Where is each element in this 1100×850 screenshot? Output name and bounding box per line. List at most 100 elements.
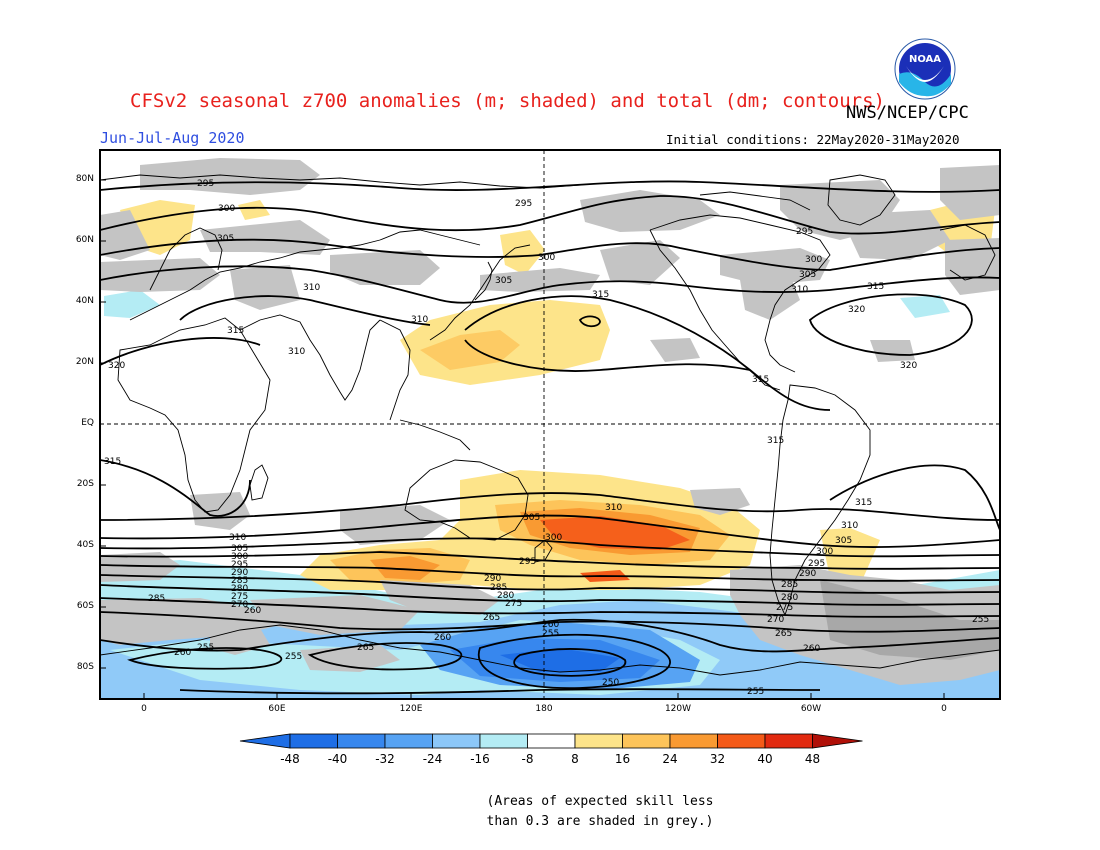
lon-label: 60E — [268, 704, 286, 714]
initial-conditions: Initial conditions: 22May2020-31May2020 — [666, 132, 960, 147]
contour-label: 280 — [497, 591, 514, 601]
organization-label: NWS/NCEP/CPC — [846, 103, 969, 123]
contour-label: 305 — [495, 276, 512, 286]
contour-label: 320 — [108, 361, 125, 371]
lat-label: 40S — [76, 540, 94, 550]
contour-label: 300 — [805, 255, 822, 265]
forecast-period: Jun-Jul-Aug 2020 — [100, 129, 245, 147]
contour-label: 260 — [542, 620, 559, 630]
contour-label: 270 — [231, 600, 248, 610]
lon-label: 60W — [800, 704, 822, 714]
skill-note-line: than 0.3 are shaded in grey.) — [486, 814, 714, 829]
contour-label: 315 — [104, 457, 121, 467]
contour-label: 275 — [231, 592, 248, 602]
contour-label: 295 — [796, 227, 813, 237]
lat-label: 80S — [76, 662, 94, 672]
contour-label: 310 — [791, 285, 808, 295]
contour-label: 275 — [776, 603, 793, 613]
contour-label: 310 — [841, 521, 858, 531]
lat-label: 40N — [75, 296, 94, 306]
contour-label: 310 — [288, 347, 305, 357]
skill-note-line: (Areas of expected skill less — [486, 794, 714, 809]
contour-label: 250 — [602, 678, 619, 688]
contour-label: 255 — [747, 687, 764, 697]
contour-label: 305 — [523, 513, 540, 523]
lat-label: 20S — [76, 479, 94, 489]
colorbar-label: -24 — [422, 752, 443, 766]
contour-label: 255 — [972, 615, 989, 625]
colorbar-label: 24 — [662, 752, 678, 766]
lat-label: 20N — [75, 357, 94, 367]
contour-label: 290 — [484, 574, 501, 584]
contour-label: 265 — [483, 613, 500, 623]
contour-label: 295 — [808, 559, 825, 569]
contour-label: 300 — [816, 547, 833, 557]
colorbar-label: 16 — [614, 752, 631, 766]
lat-label: EQ — [81, 418, 94, 428]
lat-label: 60S — [76, 601, 94, 611]
chart-title: CFSv2 seasonal z700 anomalies (m; shaded… — [130, 90, 885, 112]
lat-label: 80N — [75, 174, 94, 184]
map-frame — [99, 149, 1001, 700]
contour-label: 310 — [605, 503, 622, 513]
colorbar-label: -8 — [521, 752, 534, 766]
lon-label: 180 — [535, 704, 553, 714]
contour-label: 305 — [835, 536, 852, 546]
contour-label: 320 — [900, 361, 917, 371]
contour-label: 315 — [752, 375, 769, 385]
colorbar-label: -40 — [327, 752, 348, 766]
colorbar-label: 8 — [571, 752, 579, 766]
lon-label: 0 — [941, 704, 947, 714]
contour-label: 290 — [231, 568, 248, 578]
contour-label: 310 — [303, 283, 320, 293]
contour-label: 305 — [231, 544, 248, 554]
contour-label: 270 — [767, 615, 784, 625]
lon-label: 120W — [664, 704, 692, 714]
contour-label: 315 — [592, 290, 609, 300]
contour-label: 305 — [799, 270, 816, 280]
height-contours — [100, 180, 1000, 695]
contour-label: 315 — [227, 326, 244, 336]
colorbar-label: -32 — [375, 752, 395, 766]
contour-label: 260 — [174, 648, 191, 658]
contour-label: 255 — [285, 652, 302, 662]
contour-label: 310 — [411, 315, 428, 325]
contour-label: 300 — [538, 253, 555, 263]
contour-label: 280 — [231, 584, 248, 594]
contour-label: 315 — [855, 498, 872, 508]
contour-label: 295 — [197, 179, 214, 189]
colorbar-label: 40 — [757, 752, 773, 766]
contour-label: 300 — [545, 533, 562, 543]
colorbar-label: 32 — [709, 752, 726, 766]
contour-label: 320 — [848, 305, 865, 315]
lat-label: 60N — [75, 235, 94, 245]
contour-label: 300 — [231, 552, 248, 562]
contour-label: 305 — [217, 234, 234, 244]
contour-label: 285 — [781, 580, 798, 590]
contour-label: 280 — [781, 593, 798, 603]
contour-label: 285 — [490, 583, 507, 593]
contour-label: 295 — [519, 557, 536, 567]
contour-label: 295 — [515, 199, 532, 209]
contour-label: 265 — [775, 629, 792, 639]
contour-label: 310 — [229, 533, 246, 543]
contour-label: 255 — [197, 643, 214, 653]
lon-label: 0 — [141, 704, 147, 714]
colorbar-label: -16 — [470, 752, 490, 766]
lon-label: 120E — [399, 704, 423, 714]
contour-label: 285 — [148, 594, 165, 604]
contour-labels: 295 295 295 300 300 300 305 305 305 310 … — [104, 179, 989, 697]
contour-label: 315 — [867, 282, 884, 292]
contour-label: 265 — [357, 643, 374, 653]
contour-label: 300 — [218, 204, 235, 214]
contour-label: 260 — [803, 644, 820, 654]
contour-label: 260 — [244, 606, 261, 616]
contour-label: 255 — [542, 629, 559, 639]
skill-note: (Areas of expected skill less than 0.3 a… — [470, 792, 730, 832]
contour-label: 275 — [505, 599, 522, 609]
noaa-logo-icon: NOAA — [894, 38, 956, 100]
contour-label: 260 — [434, 633, 451, 643]
colorbar-label: 48 — [804, 752, 821, 766]
logo-text: NOAA — [909, 54, 941, 65]
